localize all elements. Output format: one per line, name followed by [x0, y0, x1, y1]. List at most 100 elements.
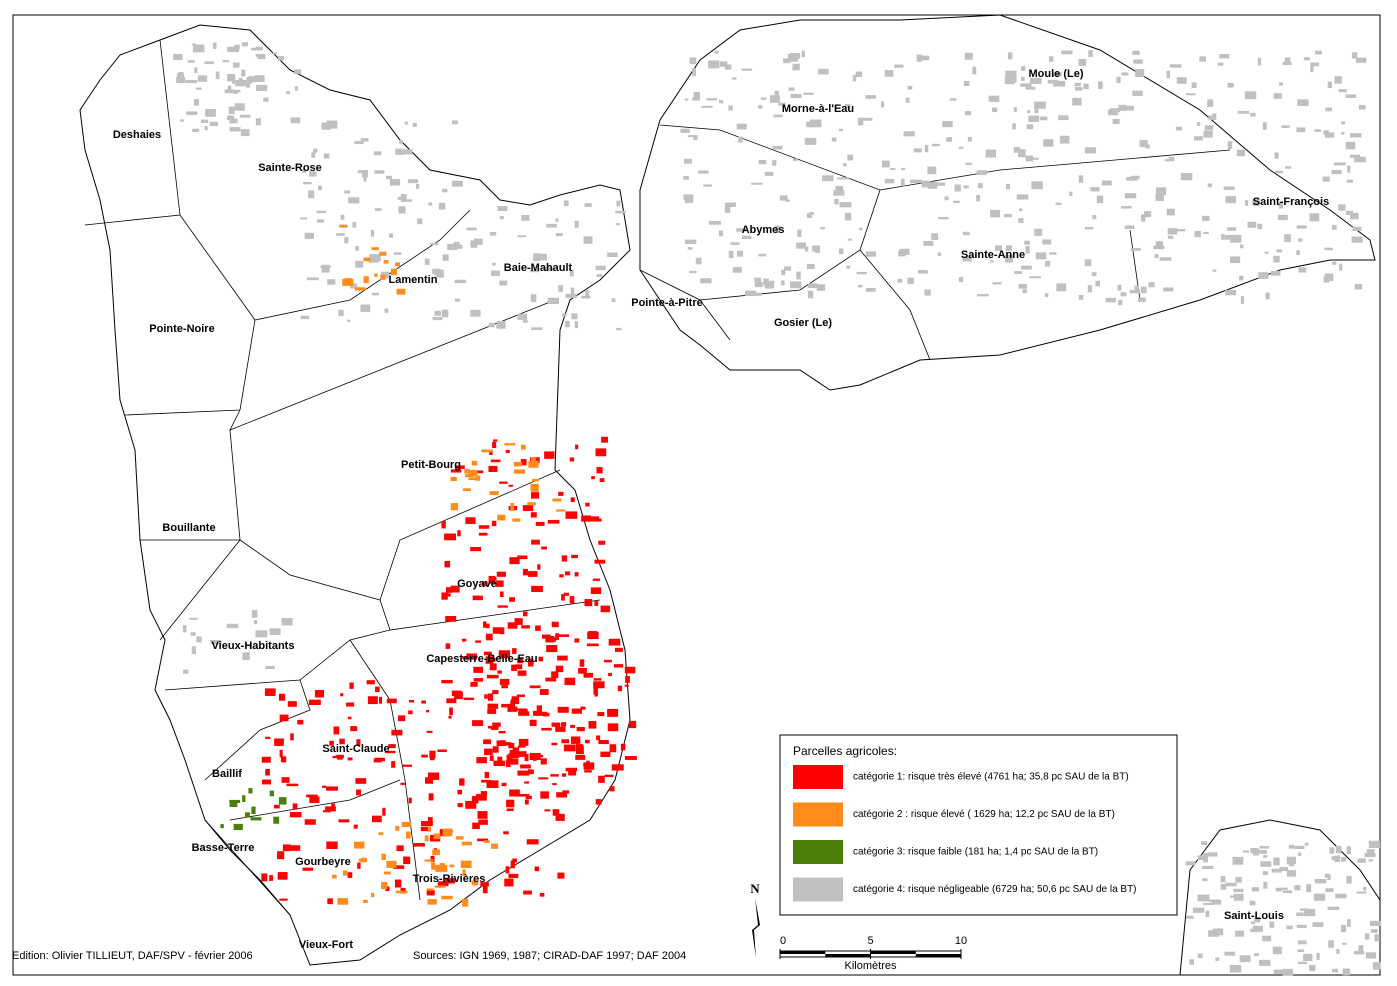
parcel	[386, 860, 397, 868]
parcel	[561, 739, 570, 744]
parcel	[455, 836, 464, 840]
parcel	[772, 145, 783, 150]
parcel	[508, 873, 519, 879]
parcel	[403, 856, 411, 865]
parcel	[558, 285, 564, 292]
parcel	[693, 134, 698, 141]
parcel	[509, 597, 515, 602]
parcel	[718, 230, 723, 237]
parcel	[807, 283, 818, 289]
parcel	[551, 671, 559, 679]
parcel	[1056, 283, 1067, 292]
parcel	[708, 220, 721, 225]
parcel	[533, 253, 541, 261]
parcel	[1024, 240, 1030, 245]
parcel	[297, 719, 304, 725]
parcel	[1069, 191, 1073, 197]
parcel	[963, 185, 969, 189]
commune-label: Saint-Louis	[1224, 910, 1284, 922]
parcel	[1303, 953, 1313, 962]
parcel	[719, 61, 728, 67]
parcel	[552, 498, 562, 502]
parcel	[1059, 135, 1070, 144]
parcel	[540, 758, 547, 765]
parcel	[701, 105, 713, 108]
parcel	[1207, 99, 1214, 107]
parcel	[326, 786, 339, 791]
parcel	[901, 178, 905, 187]
parcel	[1374, 934, 1380, 942]
parcel	[347, 872, 353, 878]
parcel	[1031, 181, 1043, 190]
parcel	[1197, 122, 1201, 126]
parcel	[518, 738, 529, 746]
parcel	[725, 202, 736, 208]
parcel	[355, 778, 367, 784]
commune-label: Baie-Mahault	[504, 262, 573, 274]
parcel	[564, 677, 576, 686]
parcel	[496, 320, 506, 329]
parcel	[1252, 199, 1260, 206]
parcel	[430, 242, 439, 246]
parcel	[624, 684, 629, 687]
parcel	[504, 443, 516, 446]
parcel	[493, 439, 498, 442]
parcel	[1193, 136, 1203, 141]
parcel	[563, 592, 570, 596]
parcel	[1242, 850, 1250, 853]
parcel	[586, 643, 599, 647]
parcel	[520, 764, 531, 769]
parcel	[808, 290, 814, 299]
parcel	[279, 898, 288, 901]
parcel	[370, 229, 375, 237]
parcel	[220, 824, 224, 829]
parcel	[1138, 297, 1146, 302]
parcel	[522, 568, 528, 576]
parcel	[394, 879, 402, 888]
parcel	[333, 726, 340, 735]
parcel	[470, 547, 482, 552]
parcel	[518, 711, 530, 716]
parcel	[1327, 81, 1332, 89]
scale-bar: 0 5 10 Kilomètres	[779, 935, 967, 972]
parcel	[751, 182, 763, 185]
parcel	[357, 170, 363, 174]
parcel	[1108, 109, 1119, 116]
parcel	[347, 757, 353, 761]
parcel	[1215, 957, 1220, 961]
parcel	[594, 600, 599, 606]
parcel	[489, 491, 499, 496]
parcel	[321, 122, 332, 130]
parcel	[1212, 269, 1217, 272]
parcel	[529, 719, 537, 726]
commune-label: Saint-Claude	[322, 743, 389, 755]
parcel	[946, 137, 953, 142]
parcel	[535, 625, 541, 631]
commune-label: Moule (Le)	[1029, 68, 1084, 80]
parcel	[1134, 285, 1139, 292]
parcel	[1208, 115, 1213, 120]
parcel	[1168, 156, 1175, 162]
parcel	[481, 581, 488, 587]
parcel	[1224, 951, 1236, 956]
parcel	[465, 800, 477, 809]
parcel	[732, 267, 742, 273]
parcel	[1335, 893, 1347, 899]
parcel	[263, 97, 269, 102]
parcel	[209, 121, 219, 127]
parcel	[598, 540, 606, 545]
parcel	[434, 310, 442, 316]
parcel	[486, 780, 499, 789]
parcel	[255, 46, 263, 51]
parcel	[555, 233, 563, 237]
parcel	[1278, 82, 1283, 86]
parcel	[858, 284, 863, 288]
parcel	[497, 206, 508, 212]
parcel	[615, 223, 620, 226]
parcel	[1273, 255, 1280, 263]
parcel	[846, 265, 851, 269]
parcel	[689, 57, 697, 65]
parcel	[773, 114, 783, 118]
parcel	[442, 254, 449, 261]
parcel	[407, 179, 419, 184]
